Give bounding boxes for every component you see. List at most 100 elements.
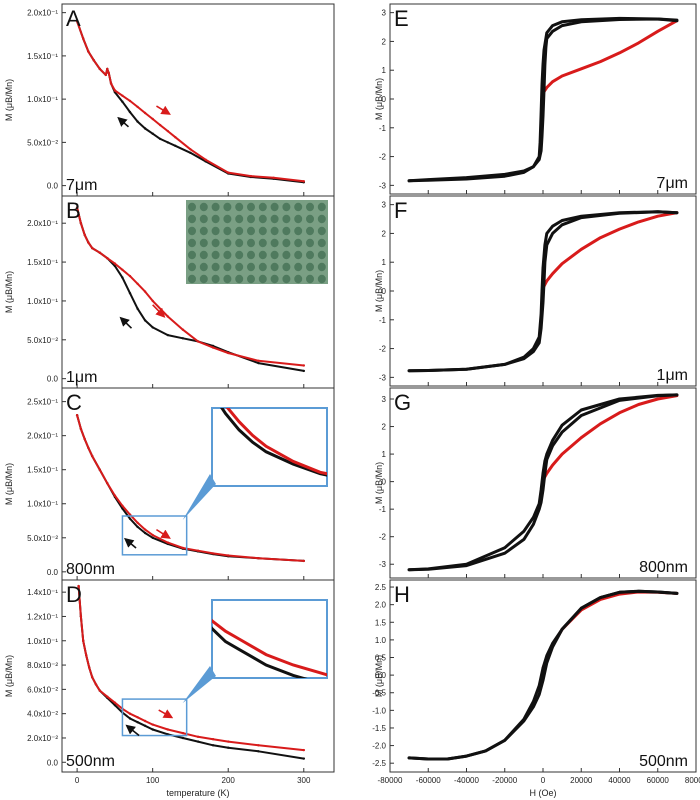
data-point-virgin (656, 215, 659, 218)
data-point-ascending (532, 523, 535, 526)
micrograph-dot (306, 238, 314, 248)
data-point-cooling (128, 517, 132, 520)
micrograph-dot (223, 214, 232, 224)
data-point-warming (79, 427, 83, 431)
data-point-ascending (407, 756, 411, 760)
series-cooling-line (76, 20, 305, 184)
data-point-ascending (551, 645, 554, 649)
micrograph-dot (258, 238, 267, 248)
data-point-ascending (580, 607, 583, 610)
data-point-cooling (302, 757, 305, 760)
x-tick-label: 60000 (647, 776, 670, 785)
micrograph-dot (247, 262, 255, 272)
data-point-warming (85, 654, 88, 657)
y-tick-label: 2.0x10⁻¹ (27, 219, 58, 228)
micrograph-dot (270, 250, 279, 260)
data-point-cooling (211, 744, 215, 747)
micrograph-dot (258, 274, 267, 284)
data-point-warming (136, 716, 139, 719)
panel-E: -3 -2 -1 0 1 2 3 M (μB/Mn) E 7μm (374, 3, 697, 195)
data-point-descending (580, 408, 583, 412)
data-point-ascending (427, 757, 430, 761)
direction-arrow-warming (152, 304, 166, 318)
micrograph-inset (186, 200, 328, 284)
data-point-warming (107, 72, 111, 75)
y-tick-label: 1.2x10⁻¹ (27, 612, 58, 621)
micrograph-dot (306, 214, 314, 224)
y-tick-label: 1.0 (375, 636, 387, 645)
series-ascending-line (407, 589, 679, 761)
micrograph-dot (317, 202, 326, 212)
data-point-warming (211, 346, 215, 349)
data-point-warming (151, 117, 154, 121)
y-tick-label: 1.5x10⁻¹ (27, 466, 58, 475)
panel-frame (61, 579, 335, 773)
x-tick-label: 20000 (570, 776, 593, 785)
panel-G: -3 -2 -1 0 1 2 3 M (μB/Mn) G 800nm (374, 387, 697, 579)
data-point-ascending (551, 444, 554, 447)
panel-frame (61, 3, 335, 197)
y-tick-label: -3 (379, 181, 387, 190)
micrograph-dot (223, 262, 232, 272)
data-point-ascending (637, 590, 640, 593)
micrograph-dot (294, 274, 303, 284)
panel-letter: H (394, 582, 410, 607)
y-tick-label: 2.0 (375, 601, 387, 610)
y-axis-label: M (μB/Mn) (374, 270, 384, 312)
data-point-warming (196, 735, 200, 738)
data-point-ascending (446, 757, 449, 761)
data-point-virgin (560, 262, 564, 265)
data-point-ascending (656, 590, 659, 594)
data-point-descending (551, 24, 554, 27)
data-point-ascending (656, 17, 659, 21)
data-point-ascending (618, 399, 621, 402)
series-ascending-line (407, 17, 679, 183)
series-group (407, 589, 679, 761)
micrograph-dot (294, 214, 303, 224)
data-point-warming (91, 676, 94, 679)
sample-size-label: 500nm (66, 753, 115, 770)
data-point-warming (75, 206, 79, 209)
micrograph-dot (235, 238, 244, 248)
data-point-cooling (174, 144, 177, 147)
data-point-virgin (580, 248, 583, 251)
y-tick-label: 1.5x10⁻¹ (27, 52, 58, 61)
micrograph-dot (294, 238, 303, 248)
micrograph-background (186, 200, 328, 284)
direction-arrow-cooling (117, 116, 130, 128)
data-point-warming (227, 554, 230, 557)
data-point-warming (136, 105, 139, 109)
data-point-ascending (560, 24, 564, 27)
sample-size-label: 800nm (66, 561, 115, 578)
data-point-virgin (580, 67, 583, 71)
data-point-warming (128, 513, 132, 516)
series-group (407, 210, 679, 373)
data-point-warming (159, 123, 162, 127)
data-point-ascending (545, 243, 548, 247)
micrograph-dot (199, 250, 208, 260)
data-point-warming (121, 268, 124, 271)
data-point-warming (98, 67, 102, 71)
data-point-ascending (522, 719, 526, 723)
micrograph-dot (282, 274, 291, 284)
data-point-ascending (541, 488, 545, 492)
panel-A: 0.0 5.0x10⁻² 1.0x10⁻¹ 1.5x10⁻¹ 2.0x10⁻¹ M (μB… (4, 3, 335, 197)
data-point-virgin (545, 279, 548, 283)
y-tick-label: 1.0x10⁻¹ (27, 95, 58, 104)
data-point-warming (181, 546, 185, 550)
micrograph-dot (317, 214, 326, 224)
inset-series-cooling (212, 626, 308, 678)
micrograph-dot (211, 238, 220, 248)
data-point-warming (181, 328, 185, 331)
data-point-ascending (522, 538, 526, 541)
data-point-warming (106, 482, 109, 485)
data-point-descending (541, 666, 545, 670)
data-point-warming (106, 257, 109, 260)
data-point-virgin (599, 236, 602, 239)
micrograph-dot (199, 238, 208, 248)
y-tick-label: -1 (379, 124, 387, 133)
y-tick-label: 0 (382, 287, 387, 296)
data-point-virgin (551, 272, 554, 275)
panel-H: -2.5 -2.0 -1.5 -1.0 -0.5 0.0 0.5 1.0 1.5 2.0 2.5 M … (372, 579, 700, 798)
data-point-warming (82, 37, 85, 40)
